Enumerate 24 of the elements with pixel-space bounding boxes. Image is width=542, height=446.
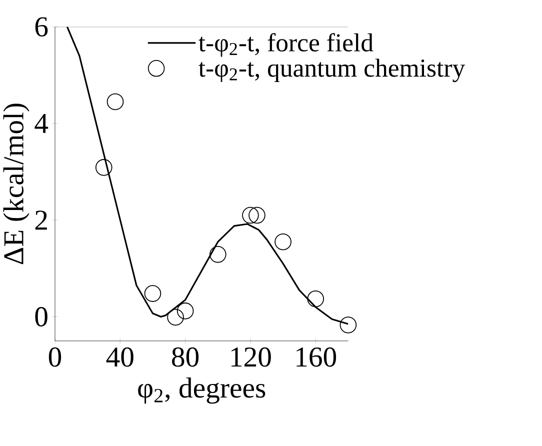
point xyxy=(242,206,259,224)
x-tick-label: 120 xyxy=(231,347,271,367)
point xyxy=(274,233,292,250)
point xyxy=(307,290,324,308)
point xyxy=(95,158,112,176)
x-tick-label: 0 xyxy=(48,347,62,367)
point xyxy=(144,285,162,302)
point xyxy=(106,93,124,110)
y-tick-label: 6 xyxy=(35,17,48,36)
x-tick-label: 80 xyxy=(172,347,199,367)
point xyxy=(340,316,357,334)
y-tick-label: 4 xyxy=(34,114,48,133)
point xyxy=(176,302,194,320)
y-tick-label: 2 xyxy=(35,210,47,230)
x-tick-label: 160 xyxy=(296,347,336,367)
legend-label: t-φ$_{2}$-t, quantum chemistry xyxy=(198,58,466,82)
y-tick-label: 0 xyxy=(35,306,48,326)
x-tick-label: 40 xyxy=(106,347,134,367)
point xyxy=(209,246,226,263)
legend-label: t-φ$_{2}$-t, force field xyxy=(198,33,374,57)
y-axis-title: ΔE (kcal/mol) xyxy=(3,104,30,264)
point xyxy=(248,206,266,224)
point xyxy=(167,308,184,326)
x-axis-title: φ$_{2}$, degrees xyxy=(138,377,266,404)
